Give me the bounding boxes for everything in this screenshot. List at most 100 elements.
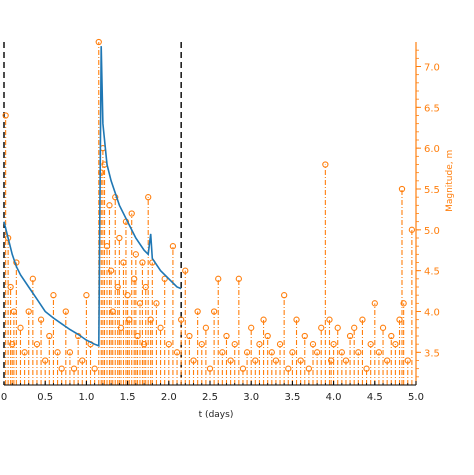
x-tick-label: 0 — [1, 392, 7, 403]
stem-marker — [322, 161, 329, 168]
stem-marker — [379, 324, 387, 331]
right-y-tick-label: 4.0 — [424, 308, 440, 319]
right-axis-title: Magnitude, m — [445, 150, 455, 212]
stem-marker — [219, 349, 226, 356]
stem-marker — [285, 365, 292, 372]
stem-marker — [408, 226, 416, 233]
stem-marker — [37, 316, 45, 323]
stem-marker — [248, 324, 255, 331]
axes: 0 0.5 1.0 1.5 2.0 2.5 3.0 3.5 4.0 4.5 5.0 3.5 4.0 4.5… — [1, 42, 440, 403]
stem-marker — [351, 324, 358, 331]
stem-marker — [128, 210, 135, 217]
stem-marker — [161, 275, 168, 282]
stem-marker — [326, 316, 333, 323]
stem-marker — [231, 341, 238, 348]
stem-marker — [21, 349, 28, 356]
stem-marker — [206, 365, 214, 372]
right-y-tick-label: 7.0 — [424, 63, 440, 74]
boundary-lines — [3, 42, 182, 385]
stem-marker — [346, 332, 354, 340]
stem-marker — [83, 292, 90, 299]
x-tick-label: 4.5 — [367, 392, 383, 403]
x-tick-label: 1.5 — [120, 392, 136, 403]
stem-marker — [132, 251, 139, 258]
stem-marker — [46, 332, 53, 340]
stem-marker — [342, 357, 350, 364]
stem-marker — [139, 259, 146, 266]
stem-marker — [371, 300, 378, 307]
stem-marker — [338, 349, 345, 356]
stem-marker — [134, 332, 141, 340]
stem-marker — [359, 316, 366, 323]
stem-marker — [98, 169, 105, 176]
stem-series — [2, 38, 416, 385]
stem-marker — [25, 308, 32, 315]
stem-marker — [355, 349, 362, 356]
stem-marker — [50, 292, 57, 299]
stem-marker — [243, 349, 251, 356]
stem-marker — [256, 341, 263, 348]
stem-marker — [305, 365, 313, 372]
x-tick-label: 4.0 — [326, 392, 342, 403]
stem-marker — [198, 341, 205, 348]
right-y-tick-label: 4.5 — [424, 267, 440, 278]
stem-marker — [227, 357, 234, 364]
stem-marker — [190, 357, 197, 364]
stem-marker — [126, 316, 133, 323]
stem-marker — [58, 365, 65, 372]
stem-marker — [182, 267, 189, 274]
x-tick-label: 0.5 — [37, 392, 53, 403]
x-tick-label: 3.5 — [284, 392, 300, 403]
stem-marker — [116, 234, 123, 242]
stem-marker — [106, 202, 113, 209]
stem-marker — [301, 332, 308, 340]
stem-marker — [140, 341, 148, 348]
right-y-tick-label: 6.5 — [424, 103, 440, 114]
stem-marker — [103, 243, 111, 250]
stem-marker — [79, 357, 86, 364]
x-tick-label: 2.0 — [161, 392, 177, 403]
stem-marker — [334, 324, 341, 331]
stem-marker — [17, 324, 24, 331]
stem-marker — [330, 341, 337, 348]
x-tick-label: 3.0 — [243, 392, 259, 403]
stem-marker — [42, 357, 49, 364]
stem-marker — [157, 324, 164, 331]
stem-marker — [186, 332, 193, 340]
stem-marker — [7, 283, 14, 291]
right-y-tick-label: 3.5 — [424, 348, 440, 359]
stem-marker — [9, 341, 16, 348]
stem-marker — [235, 275, 242, 282]
stem-marker — [264, 332, 271, 340]
stem-marker — [131, 275, 138, 282]
stem-marker — [272, 357, 280, 364]
stem-marker — [114, 283, 121, 291]
x-tick-label: 2.5 — [202, 392, 218, 403]
stem-marker — [392, 341, 399, 348]
stem-marker — [313, 349, 321, 356]
x-tick-label: 1.0 — [78, 392, 94, 403]
right-y-tick-label: 6.0 — [424, 144, 440, 155]
stem-marker — [173, 349, 181, 356]
stem-marker — [260, 316, 267, 323]
stem-marker — [70, 365, 78, 372]
x-tick-label: 5.0 — [408, 392, 424, 403]
stem-marker — [145, 194, 152, 201]
stem-marker — [202, 324, 210, 331]
stem-marker — [309, 341, 317, 348]
stem-marker — [178, 316, 185, 323]
curve-series — [3, 46, 182, 347]
stem-marker — [169, 243, 177, 250]
stem-marker — [398, 185, 406, 193]
stem-marker — [404, 357, 411, 364]
right-y-tick-label: 5.5 — [424, 185, 440, 196]
stem-marker — [91, 365, 98, 372]
stem-marker — [153, 300, 160, 307]
stem-marker — [54, 349, 61, 356]
stem-marker — [239, 365, 247, 372]
stem-marker — [375, 349, 383, 356]
stem-marker — [281, 292, 288, 299]
stem-marker — [95, 38, 102, 46]
stem-marker — [62, 308, 69, 315]
stem-marker — [276, 341, 284, 348]
